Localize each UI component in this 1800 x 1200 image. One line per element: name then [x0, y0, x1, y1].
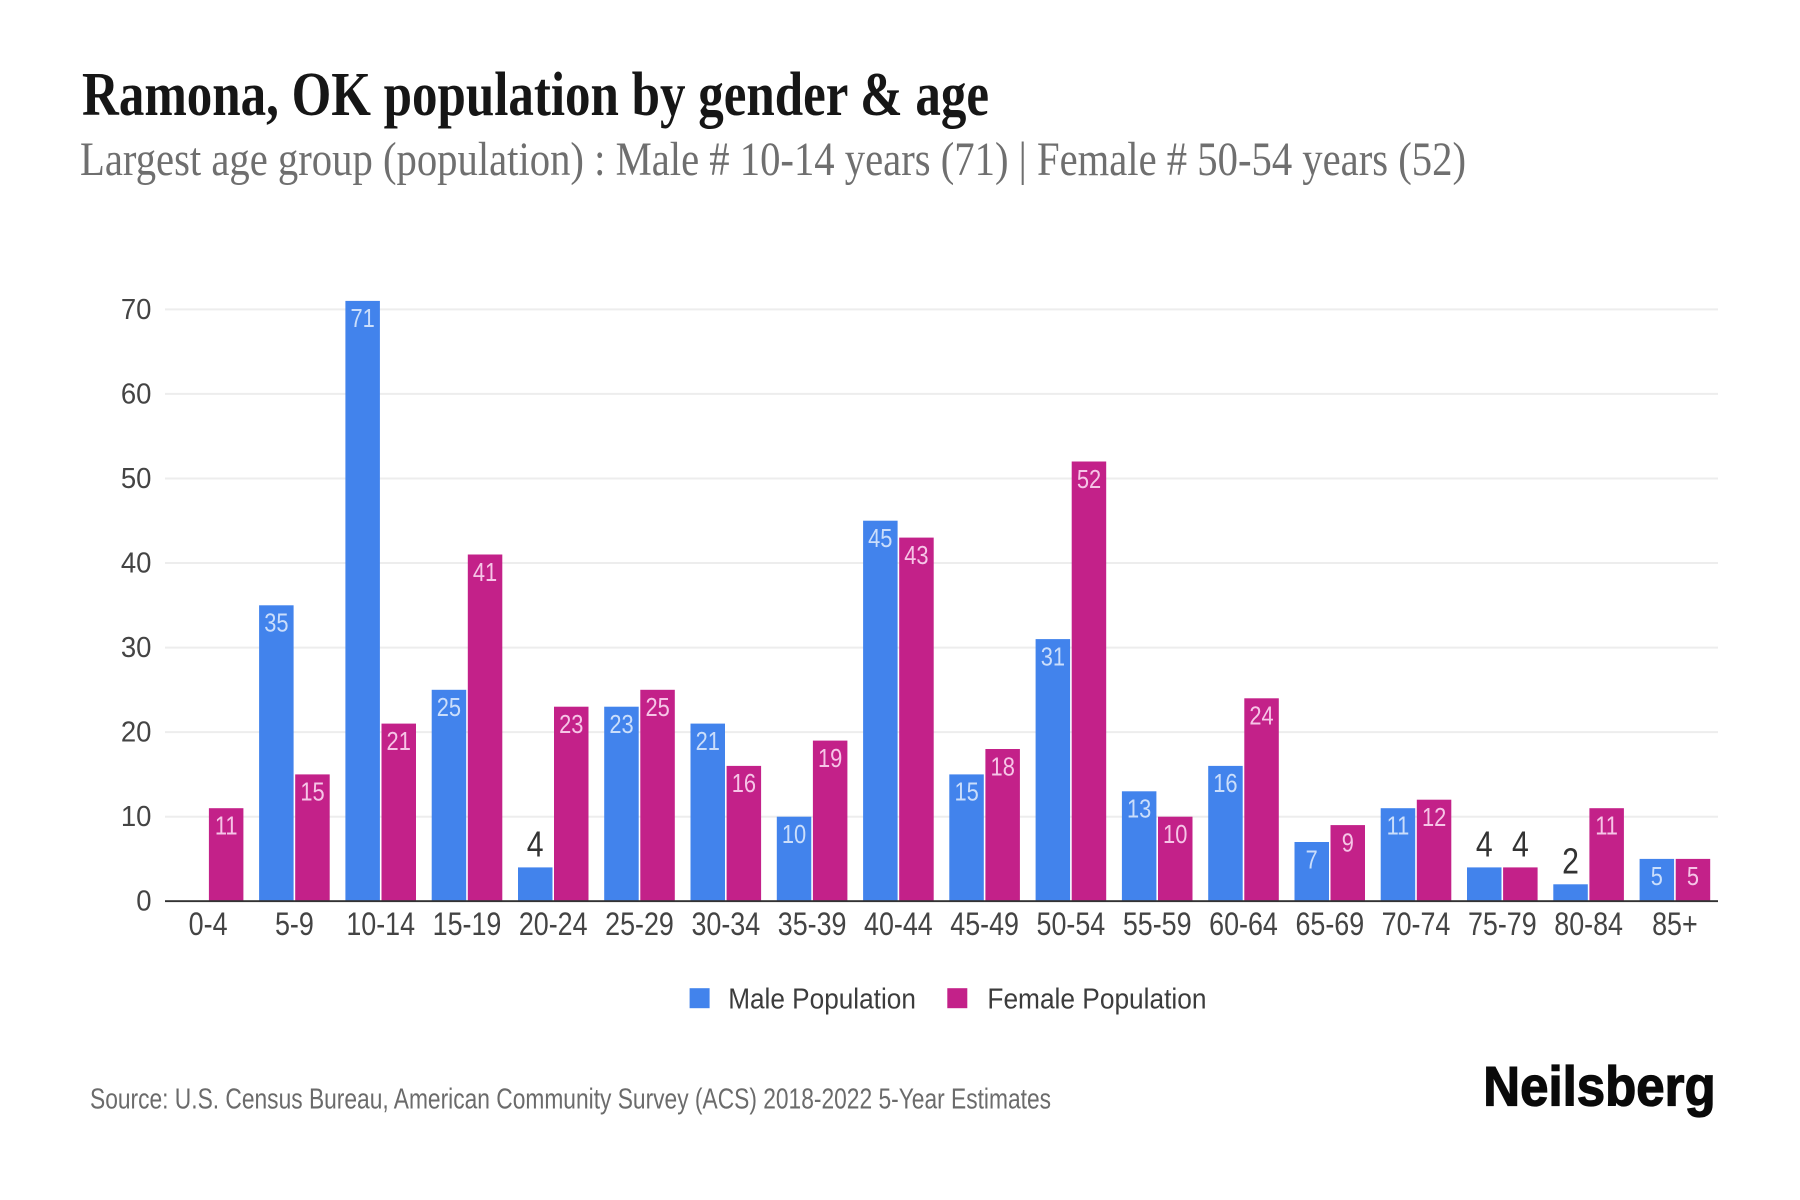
svg-text:Neilsberg: Neilsberg	[1483, 1056, 1715, 1118]
svg-text:11: 11	[1387, 811, 1410, 841]
svg-text:25: 25	[645, 692, 669, 722]
svg-text:21: 21	[387, 726, 411, 756]
svg-text:Largest age group (population): Largest age group (population) : Male # …	[80, 134, 1466, 186]
svg-text:2: 2	[1562, 840, 1579, 881]
svg-text:19: 19	[818, 743, 842, 773]
svg-text:20: 20	[121, 717, 152, 749]
svg-text:70-74: 70-74	[1382, 906, 1451, 942]
svg-text:Ramona, OK population by gende: Ramona, OK population by gender & age	[82, 59, 989, 129]
svg-text:7: 7	[1306, 844, 1318, 874]
svg-text:60: 60	[121, 378, 152, 410]
svg-text:Source: U.S. Census Bureau, Am: Source: U.S. Census Bureau, American Com…	[90, 1084, 1051, 1116]
svg-text:Female Population: Female Population	[987, 983, 1206, 1015]
svg-text:55-59: 55-59	[1123, 906, 1192, 942]
svg-text:50-54: 50-54	[1037, 906, 1106, 942]
svg-text:4: 4	[527, 823, 544, 864]
svg-text:52: 52	[1077, 464, 1101, 494]
svg-text:65-69: 65-69	[1295, 906, 1364, 942]
svg-text:35-39: 35-39	[778, 906, 847, 942]
svg-text:43: 43	[904, 540, 928, 570]
svg-text:16: 16	[732, 768, 756, 798]
svg-text:15: 15	[300, 777, 324, 807]
svg-text:0-4: 0-4	[189, 906, 228, 942]
svg-text:25: 25	[437, 692, 461, 722]
svg-text:21: 21	[696, 726, 720, 756]
svg-text:5-9: 5-9	[275, 906, 314, 942]
svg-text:15: 15	[954, 777, 978, 807]
svg-text:13: 13	[1127, 794, 1151, 824]
svg-text:Male Population: Male Population	[728, 983, 916, 1015]
svg-text:4: 4	[1512, 823, 1529, 864]
svg-text:75-79: 75-79	[1468, 906, 1537, 942]
svg-text:25-29: 25-29	[605, 906, 674, 942]
svg-text:16: 16	[1213, 768, 1237, 798]
svg-text:35: 35	[264, 608, 288, 638]
svg-text:23: 23	[609, 709, 633, 739]
svg-text:10: 10	[782, 819, 806, 849]
svg-text:10: 10	[1163, 819, 1187, 849]
svg-text:23: 23	[559, 709, 583, 739]
svg-text:70: 70	[121, 294, 152, 326]
svg-text:12: 12	[1422, 802, 1446, 832]
svg-text:71: 71	[350, 303, 374, 333]
svg-text:41: 41	[473, 557, 497, 587]
svg-text:18: 18	[991, 751, 1015, 781]
svg-text:31: 31	[1041, 641, 1065, 671]
svg-text:60-64: 60-64	[1209, 906, 1278, 942]
svg-text:50: 50	[121, 463, 152, 495]
svg-text:0: 0	[136, 886, 151, 918]
svg-text:40-44: 40-44	[864, 906, 933, 942]
svg-text:9: 9	[1342, 827, 1354, 857]
svg-text:15-19: 15-19	[433, 906, 502, 942]
svg-text:45: 45	[868, 523, 892, 553]
svg-text:30: 30	[121, 632, 152, 664]
svg-text:80-84: 80-84	[1554, 906, 1623, 942]
svg-text:20-24: 20-24	[519, 906, 588, 942]
svg-text:10: 10	[121, 801, 152, 833]
svg-text:45-49: 45-49	[950, 906, 1019, 942]
svg-text:4: 4	[1476, 823, 1493, 864]
svg-text:5: 5	[1687, 861, 1699, 891]
svg-text:11: 11	[1595, 811, 1618, 841]
svg-text:10-14: 10-14	[346, 906, 415, 942]
svg-text:24: 24	[1249, 701, 1273, 731]
svg-text:85+: 85+	[1652, 906, 1698, 942]
svg-text:40: 40	[121, 548, 152, 580]
svg-text:5: 5	[1651, 861, 1663, 891]
svg-text:30-34: 30-34	[691, 906, 760, 942]
svg-text:11: 11	[215, 811, 238, 841]
